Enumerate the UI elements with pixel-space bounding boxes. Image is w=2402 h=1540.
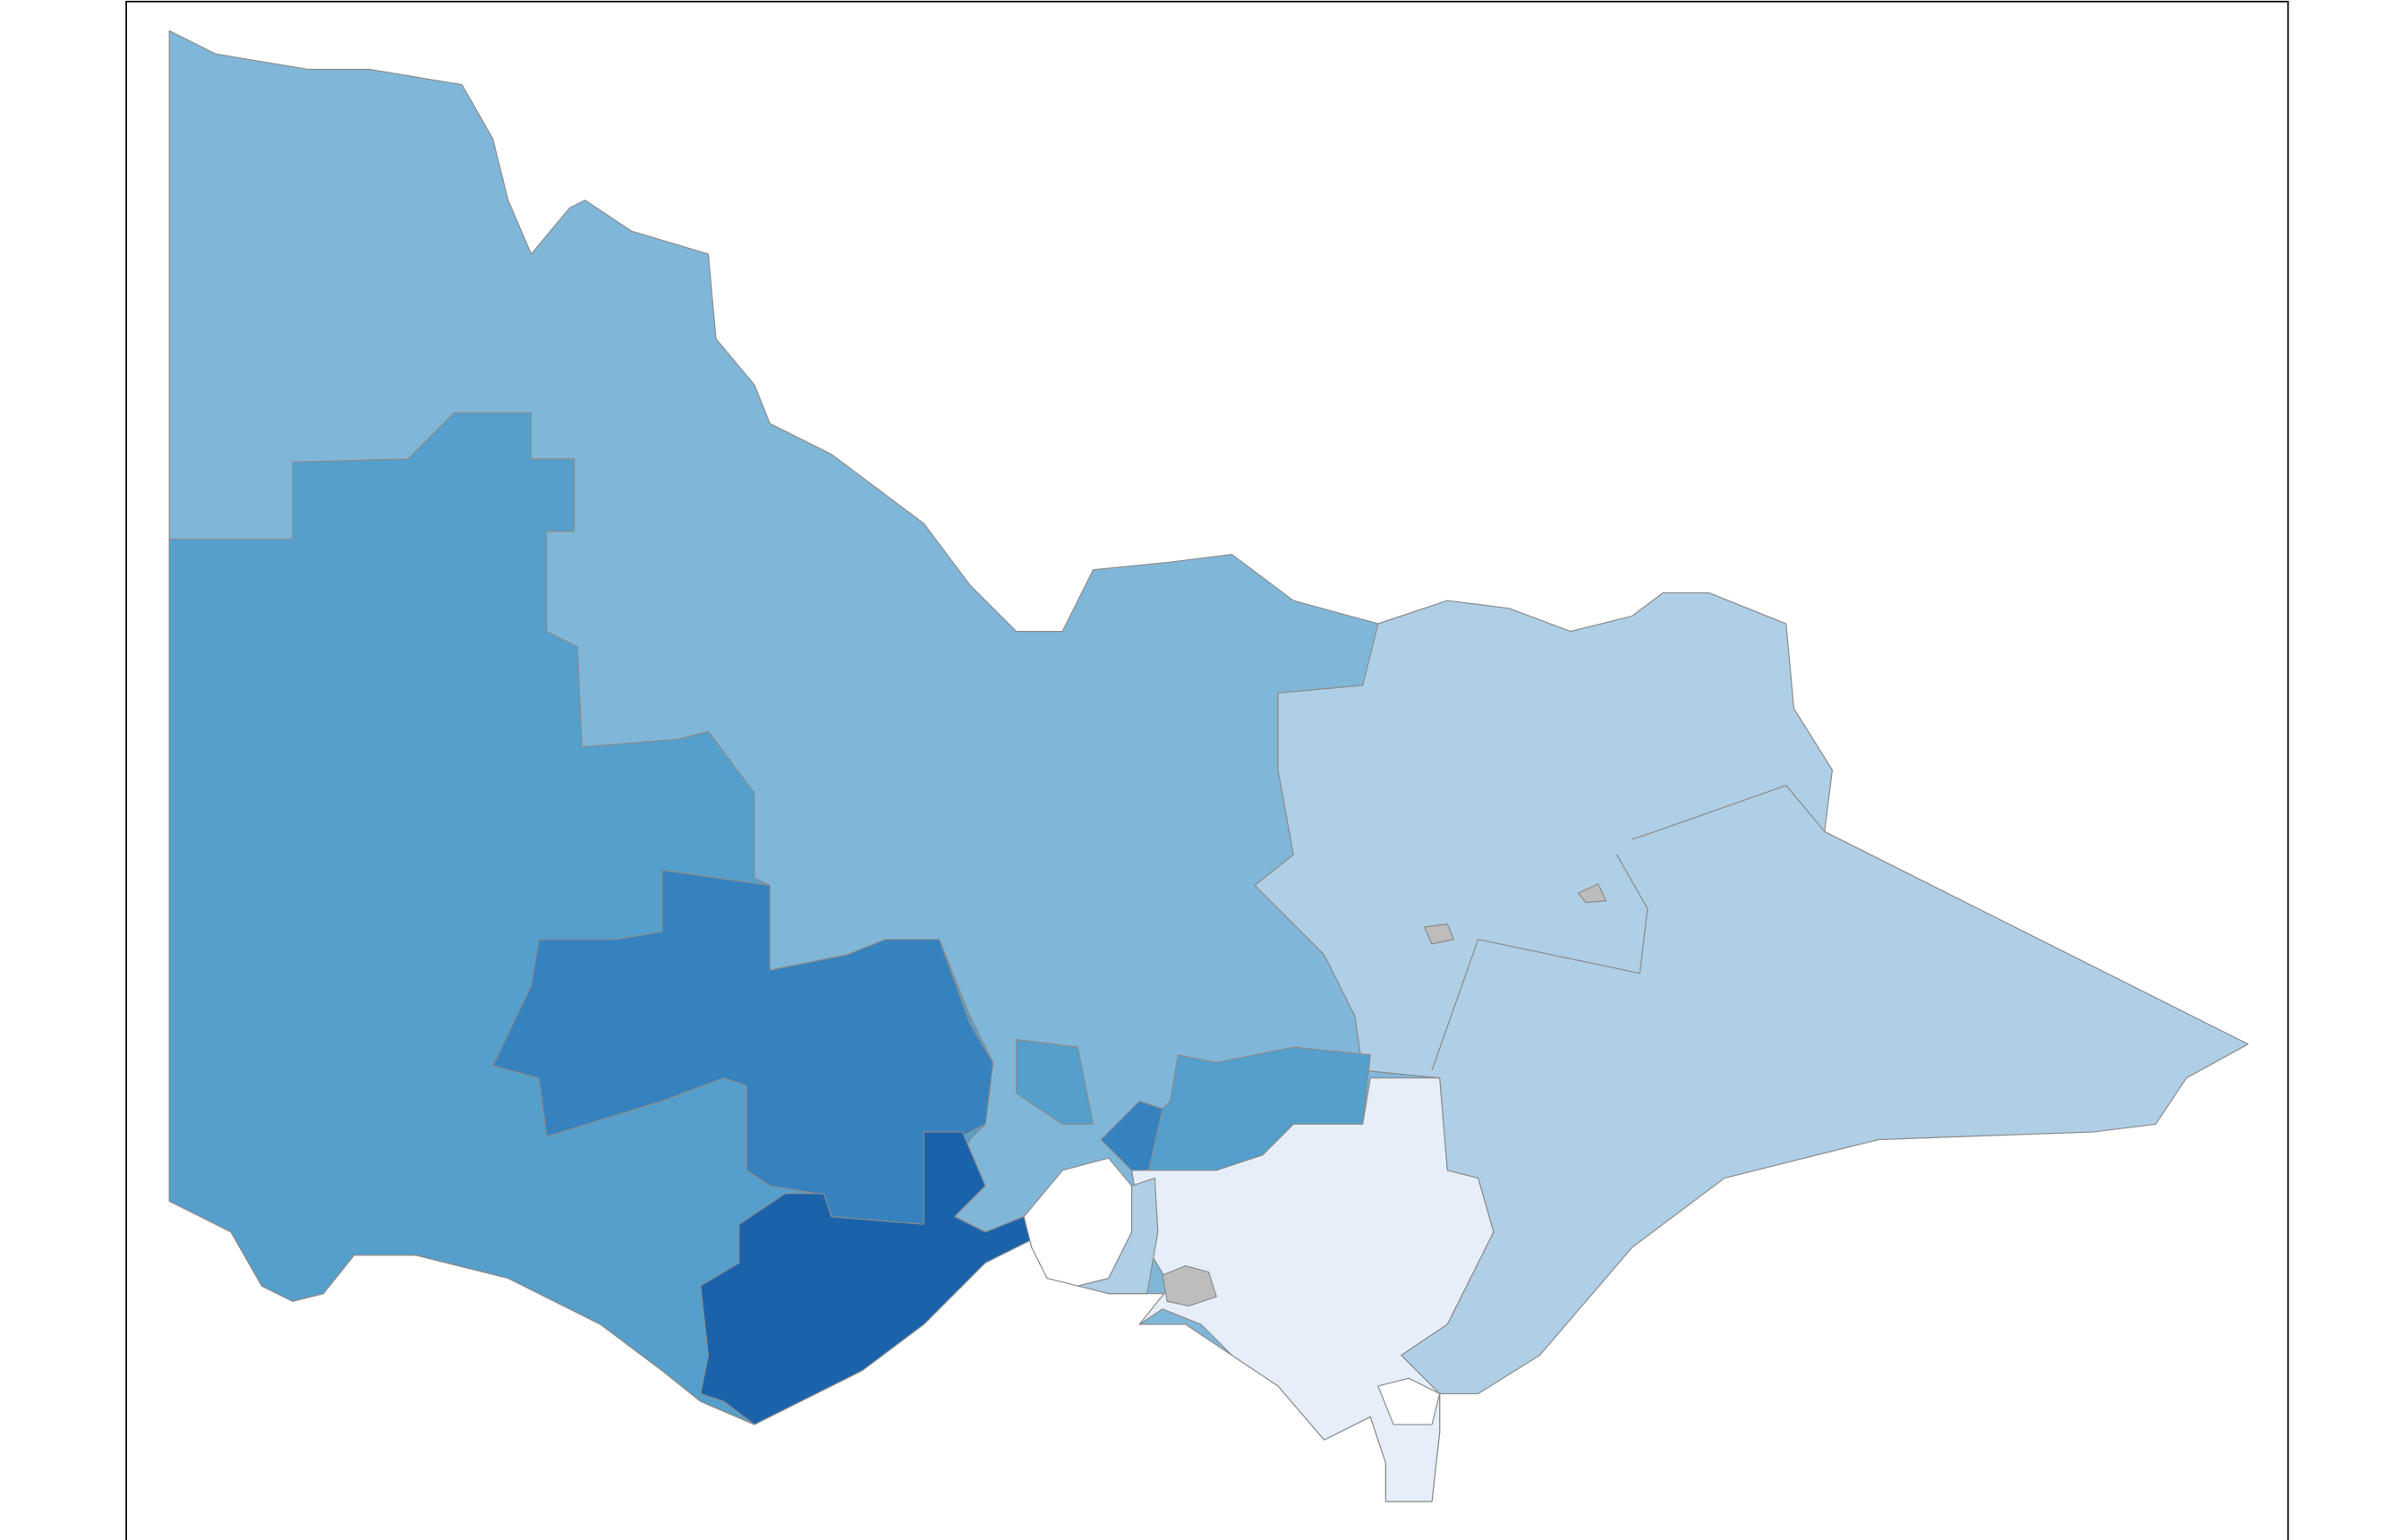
western-port-bay [1377, 1377, 1441, 1425]
region-north-east-gippsland [1254, 591, 2249, 1395]
region-missing-1 [1162, 1265, 1217, 1307]
region-inner-metro [1100, 1100, 1163, 1179]
internal-boundary-2 [1431, 854, 1648, 1071]
region-missing-2 [1423, 923, 1454, 945]
region-central [491, 869, 994, 1225]
internal-boundary-1 [1631, 785, 1826, 840]
port-phillip-bay [1023, 1157, 1133, 1287]
region-missing-3 [1577, 883, 1607, 904]
region-north-metro [1015, 1039, 1095, 1125]
